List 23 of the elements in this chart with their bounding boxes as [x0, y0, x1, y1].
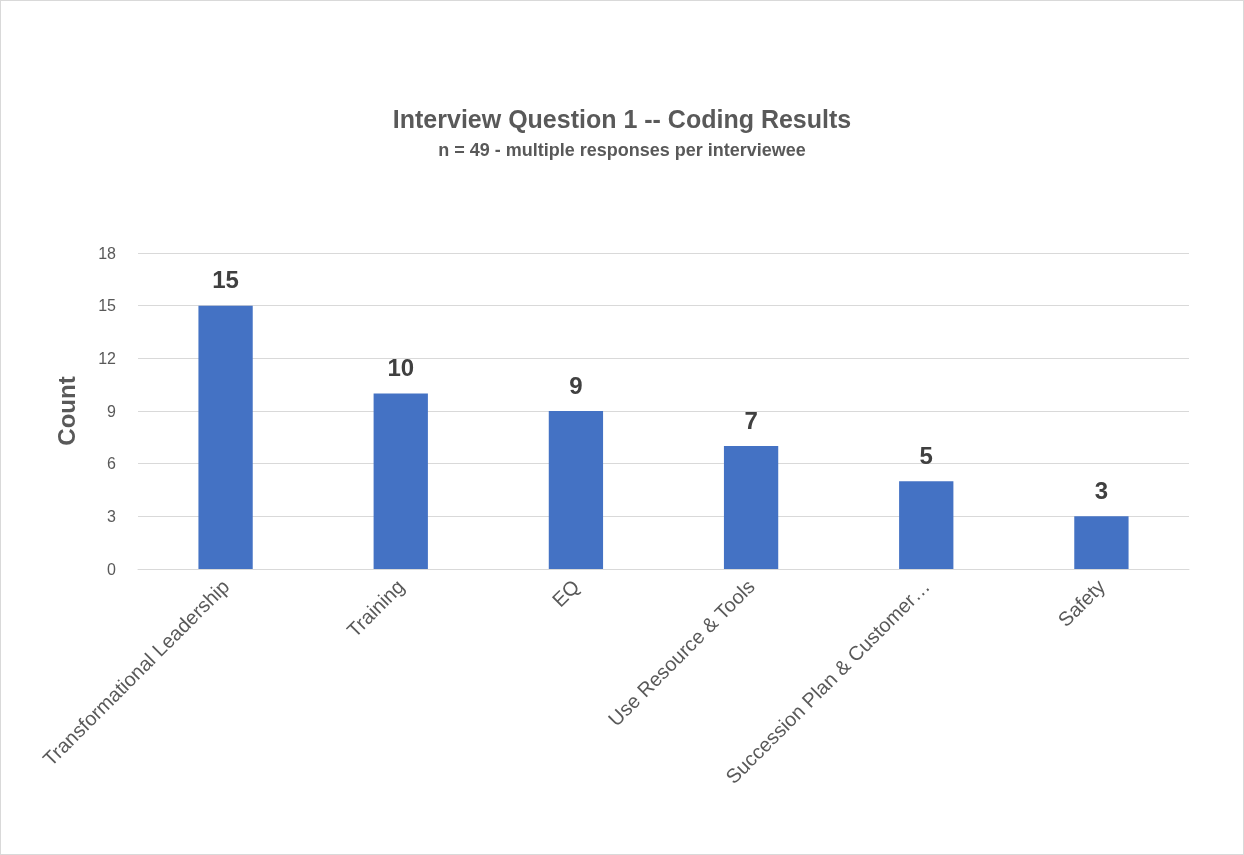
y-tick-label: 6 [107, 455, 117, 473]
data-label: 5 [919, 441, 933, 469]
y-tick-label: 15 [98, 297, 117, 315]
x-tick-label: EQ [547, 575, 584, 612]
bar [373, 393, 428, 569]
bar [198, 305, 253, 569]
bar [548, 411, 604, 569]
bar [1074, 516, 1129, 569]
data-label: 9 [569, 371, 583, 399]
chart-subtitle: n = 49 - multiple responses per interviewee [438, 140, 806, 160]
y-axis-title: Count [52, 376, 80, 446]
bar [723, 446, 779, 569]
data-label: 10 [387, 353, 415, 381]
y-tick-label: 0 [107, 560, 117, 578]
y-tick-label: 9 [107, 402, 117, 420]
bar [899, 481, 954, 569]
data-label: 3 [1094, 476, 1109, 504]
data-label: 7 [744, 406, 758, 434]
y-tick-label: 12 [98, 349, 117, 367]
y-tick-label: 3 [107, 507, 117, 525]
chart-title: Interview Question 1 -- Coding Results [392, 104, 852, 133]
data-label: 15 [212, 266, 239, 294]
y-tick-label: 18 [98, 244, 117, 262]
